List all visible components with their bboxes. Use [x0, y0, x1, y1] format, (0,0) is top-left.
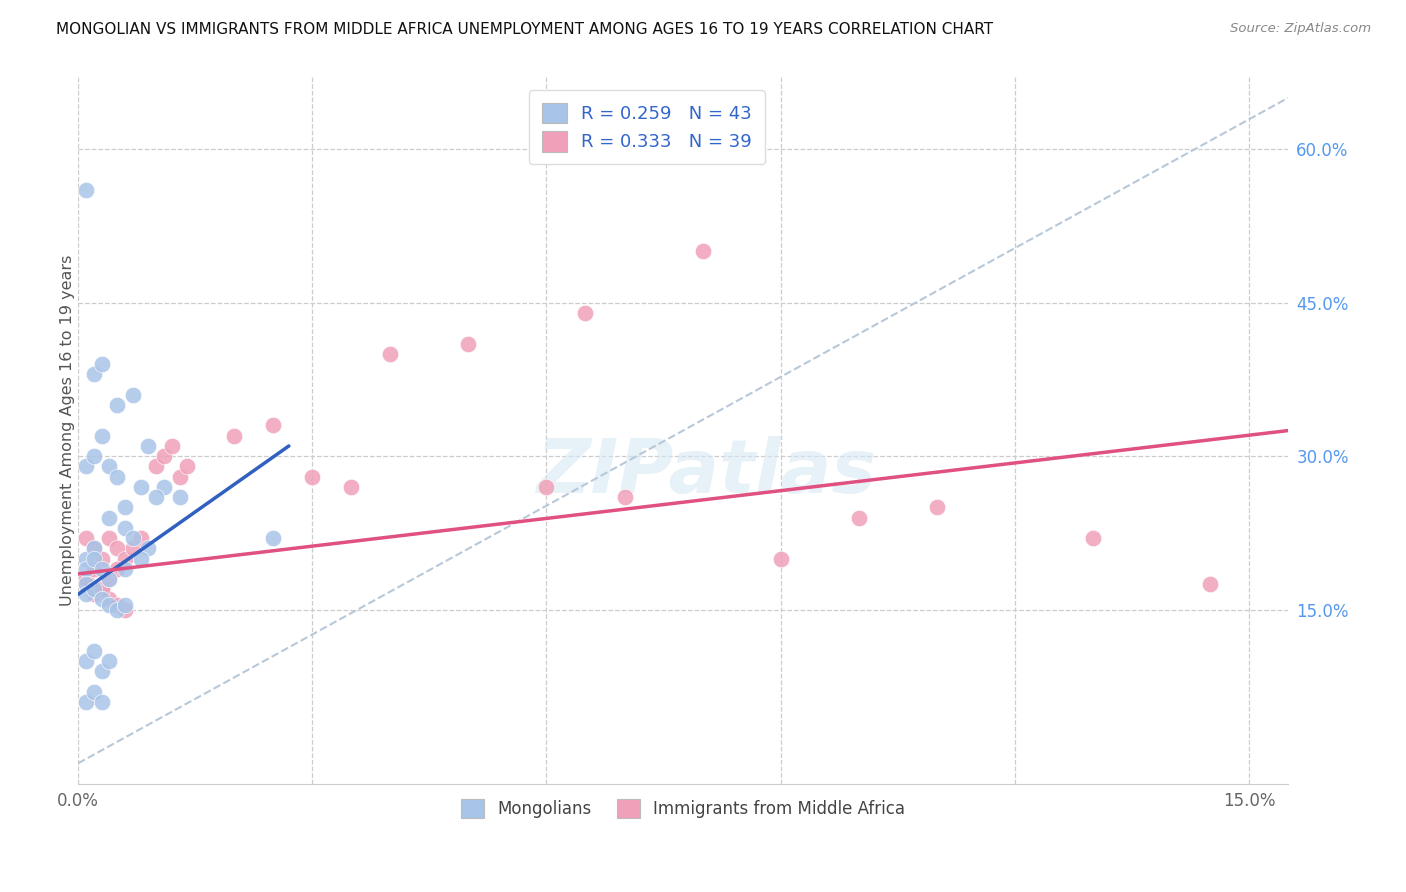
Point — [145, 490, 167, 504]
Text: ZIPatlas: ZIPatlas — [537, 436, 877, 509]
Point — [98, 598, 121, 612]
Point — [114, 603, 136, 617]
Point — [75, 551, 97, 566]
Point — [340, 480, 363, 494]
Point — [83, 587, 105, 601]
Point — [98, 531, 121, 545]
Point — [98, 459, 121, 474]
Point — [457, 336, 479, 351]
Point — [121, 541, 143, 556]
Point — [769, 551, 792, 566]
Legend: Mongolians, Immigrants from Middle Africa: Mongolians, Immigrants from Middle Afric… — [454, 792, 912, 825]
Point — [75, 459, 97, 474]
Point — [98, 510, 121, 524]
Point — [75, 531, 97, 545]
Point — [925, 500, 948, 515]
Point — [90, 428, 112, 442]
Point — [114, 521, 136, 535]
Text: MONGOLIAN VS IMMIGRANTS FROM MIDDLE AFRICA UNEMPLOYMENT AMONG AGES 16 TO 19 YEAR: MONGOLIAN VS IMMIGRANTS FROM MIDDLE AFRI… — [56, 22, 994, 37]
Point — [105, 398, 128, 412]
Point — [75, 562, 97, 576]
Point — [75, 695, 97, 709]
Point — [536, 480, 558, 494]
Point — [90, 695, 112, 709]
Point — [114, 500, 136, 515]
Point — [83, 551, 105, 566]
Point — [176, 459, 198, 474]
Point — [105, 603, 128, 617]
Point — [129, 551, 152, 566]
Point — [83, 582, 105, 597]
Text: Source: ZipAtlas.com: Source: ZipAtlas.com — [1230, 22, 1371, 36]
Point — [138, 541, 160, 556]
Point — [262, 531, 284, 545]
Point — [121, 388, 143, 402]
Point — [224, 428, 246, 442]
Point — [613, 490, 636, 504]
Point — [692, 244, 714, 259]
Point — [1199, 577, 1222, 591]
Point — [75, 183, 97, 197]
Point — [160, 439, 183, 453]
Point — [114, 551, 136, 566]
Point — [169, 490, 191, 504]
Point — [90, 582, 112, 597]
Point — [574, 306, 596, 320]
Point — [114, 562, 136, 576]
Point — [83, 562, 105, 576]
Point — [98, 572, 121, 586]
Point — [129, 531, 152, 545]
Point — [153, 449, 176, 463]
Point — [301, 469, 323, 483]
Y-axis label: Unemployment Among Ages 16 to 19 years: Unemployment Among Ages 16 to 19 years — [59, 255, 75, 607]
Point — [169, 469, 191, 483]
Point — [153, 480, 176, 494]
Point — [90, 592, 112, 607]
Point — [90, 582, 112, 597]
Point — [98, 572, 121, 586]
Point — [75, 577, 97, 591]
Point — [98, 654, 121, 668]
Point — [105, 469, 128, 483]
Point — [262, 418, 284, 433]
Point — [75, 577, 97, 591]
Point — [121, 531, 143, 545]
Point — [380, 347, 402, 361]
Point — [83, 541, 105, 556]
Point — [75, 587, 97, 601]
Point — [75, 572, 97, 586]
Point — [105, 541, 128, 556]
Point — [75, 654, 97, 668]
Point — [129, 480, 152, 494]
Point — [138, 439, 160, 453]
Point — [105, 598, 128, 612]
Point — [848, 510, 870, 524]
Point — [90, 562, 112, 576]
Point — [83, 684, 105, 698]
Point — [90, 664, 112, 678]
Point — [83, 643, 105, 657]
Point — [145, 459, 167, 474]
Point — [98, 592, 121, 607]
Point — [114, 598, 136, 612]
Point — [83, 541, 105, 556]
Point — [83, 368, 105, 382]
Point — [105, 562, 128, 576]
Point — [83, 449, 105, 463]
Point — [90, 357, 112, 371]
Point — [1081, 531, 1104, 545]
Point — [90, 551, 112, 566]
